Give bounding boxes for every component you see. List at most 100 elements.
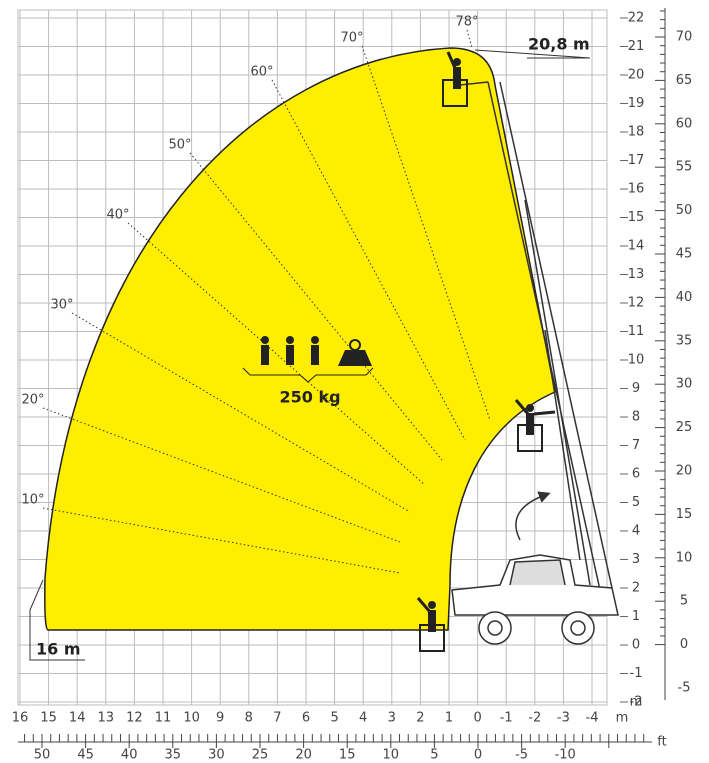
- angle-line: [71, 312, 411, 513]
- y-m-label: 14: [628, 239, 645, 254]
- y-ft-label: 0: [680, 637, 688, 652]
- angle-label: 60°: [250, 65, 273, 80]
- y-m-label: 17: [628, 153, 645, 168]
- angle-label: 40°: [106, 208, 129, 223]
- x-ft-label: 0: [474, 748, 482, 763]
- max-outreach-label: 16 m: [36, 640, 81, 659]
- x-m-label: 1: [445, 711, 453, 726]
- y-ft-label: 5: [680, 594, 688, 609]
- angle-lines: [42, 29, 491, 574]
- x-ft-label: 5: [430, 748, 438, 763]
- angle-label: 50°: [168, 138, 191, 153]
- x-ft-label: -10: [555, 748, 576, 763]
- y-ft-label: 65: [676, 73, 693, 88]
- angle-line: [271, 79, 466, 441]
- x-m-label: 8: [245, 711, 253, 726]
- y-ft-label: 60: [676, 116, 693, 131]
- x-m-label: -1: [500, 711, 513, 726]
- x-ft-label: 10: [383, 748, 400, 763]
- y-m-label: 21: [628, 39, 645, 54]
- height-leader: [474, 49, 591, 59]
- y-m-label: 12: [628, 296, 645, 311]
- y-m-label: -2: [630, 695, 643, 710]
- x-ft-label: 35: [165, 748, 182, 763]
- y-m-label: 9: [632, 381, 640, 396]
- y-m-label: 3: [632, 552, 640, 567]
- x-m-label: 6: [302, 711, 310, 726]
- y-ft-label: -5: [678, 681, 691, 696]
- x-ft-label: 50: [34, 748, 51, 763]
- y-m-label: 22: [628, 11, 645, 26]
- y-m-label: 4: [632, 524, 640, 539]
- grid-frame: [17, 9, 608, 706]
- y-m-label: 2: [632, 581, 640, 596]
- y-ft-label: 40: [676, 290, 693, 305]
- y-m-unit: m: [630, 695, 643, 710]
- angle-label: 20°: [21, 393, 44, 408]
- y-ft-label: 70: [676, 30, 693, 45]
- y-ft-label: 20: [676, 464, 693, 479]
- working-envelope: [44, 47, 556, 631]
- y-m-label: 7: [632, 438, 640, 453]
- platforms: [416, 51, 556, 652]
- y-m-label: 18: [628, 125, 645, 140]
- y-m-label: 15: [628, 210, 645, 225]
- y-ft-label: 25: [676, 420, 693, 435]
- x-ft-unit: ft: [657, 735, 666, 750]
- x-ft-label: 20: [295, 748, 312, 763]
- load-icon: [242, 336, 374, 383]
- y-m-label: 5: [632, 495, 640, 510]
- y-ft-label: 50: [676, 203, 693, 218]
- x-ft-label: 45: [77, 748, 94, 763]
- y-m-label: 11: [628, 324, 645, 339]
- y-m-label: 10: [628, 353, 645, 368]
- y-m-label: 19: [628, 96, 645, 111]
- outreach-leader: [29, 579, 85, 661]
- angle-line: [42, 507, 401, 574]
- x-m-label: 3: [388, 711, 396, 726]
- x-m-label: 16: [12, 711, 29, 726]
- x-m-label: 0: [473, 711, 481, 726]
- x-ft-label: 15: [339, 748, 356, 763]
- y-m-label: 8: [632, 410, 640, 425]
- angle-line: [361, 45, 491, 421]
- x-ft-label: -5: [515, 748, 528, 763]
- x-m-label: 12: [126, 711, 143, 726]
- x-m-label: -4: [586, 711, 599, 726]
- y-ft-label: 10: [676, 550, 693, 565]
- angle-line: [466, 29, 473, 49]
- x-ft-label: 40: [121, 748, 138, 763]
- y-m-label: 0: [632, 638, 640, 653]
- x-m-label: -2: [528, 711, 541, 726]
- angle-label: 70°: [340, 31, 363, 46]
- y-ft-label: 45: [676, 247, 693, 262]
- x-m-label: 13: [98, 711, 115, 726]
- x-m-label: 10: [183, 711, 200, 726]
- y-ft-label: 15: [676, 507, 693, 522]
- y-m-label: -1: [630, 666, 643, 681]
- load-label: 250 kg: [279, 388, 340, 407]
- x-m-label: 9: [216, 711, 224, 726]
- x-m-label: 14: [69, 711, 86, 726]
- y-m-label: 1: [632, 609, 640, 624]
- angle-label: 30°: [50, 298, 73, 313]
- x-m-label: -3: [557, 711, 570, 726]
- y-m-label: 20: [628, 68, 645, 83]
- x-m-label: 15: [40, 711, 57, 726]
- x-ft-label: 25: [252, 748, 269, 763]
- x-m-label: 5: [330, 711, 338, 726]
- y-m-label: 13: [628, 267, 645, 282]
- y-ft-label: 30: [676, 377, 693, 392]
- x-m-label: 11: [155, 711, 172, 726]
- y-m-label: 6: [632, 467, 640, 482]
- x-m-label: 2: [416, 711, 424, 726]
- x-ft-label: 30: [208, 748, 225, 763]
- machine: [451, 81, 619, 645]
- y-ft-label: 35: [676, 333, 693, 348]
- y-m-label: 16: [628, 182, 645, 197]
- angle-label: 78°: [455, 15, 478, 30]
- y-ft-label: 55: [676, 160, 693, 175]
- x-m-unit: m: [616, 711, 629, 726]
- x-m-label: 4: [359, 711, 367, 726]
